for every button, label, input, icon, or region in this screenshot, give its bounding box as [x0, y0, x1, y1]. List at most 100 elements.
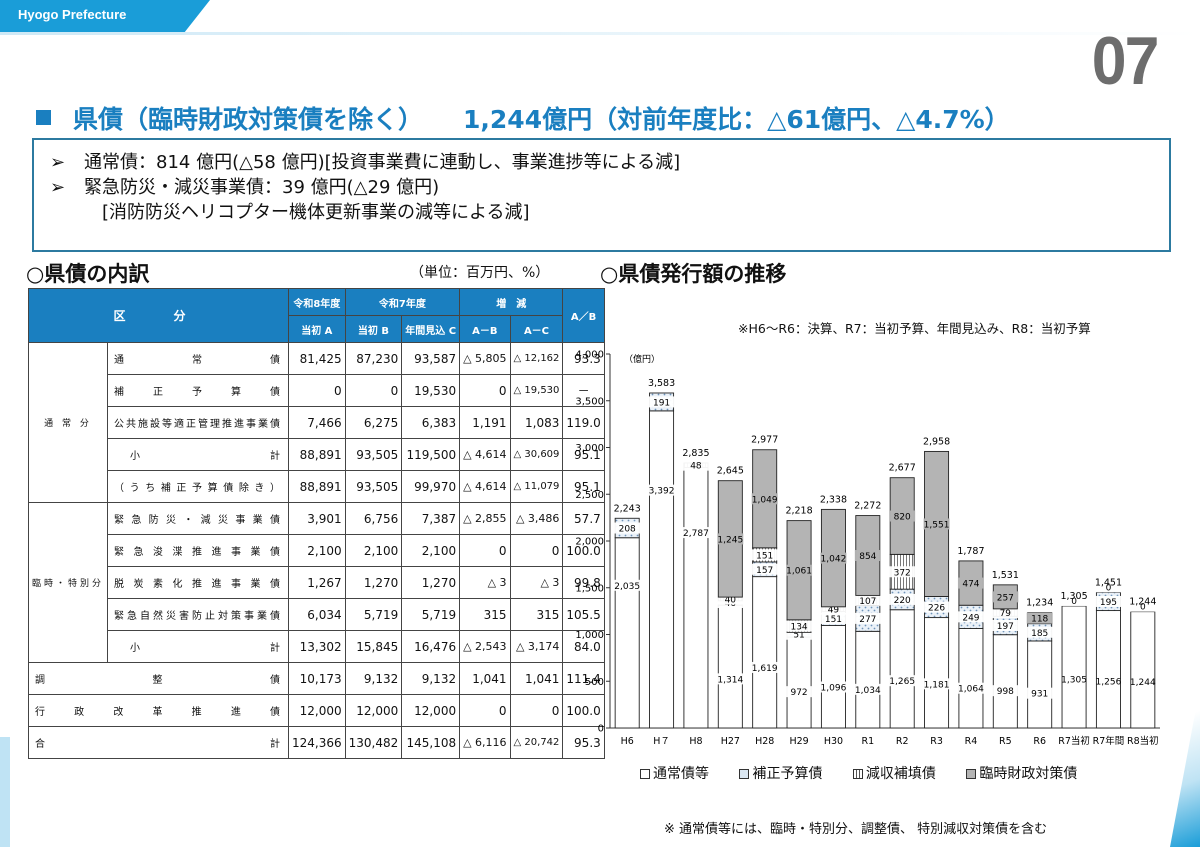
cell-ratio: 99.8 — [562, 566, 605, 599]
legend-swatch — [966, 769, 977, 779]
header-ratio: A／B — [562, 288, 605, 343]
summary-box: ➢ 通常債：814 億円(△58 億円)[投資事業費に連動し、事業進捗等による減]… — [32, 138, 1171, 252]
x-category-label: R8当初 — [1127, 735, 1159, 747]
row-item-label: 緊急浚渫推進事業債 — [107, 534, 290, 567]
table-row: 緊急自然災害防止対策事業債 6,034 5,719 5,719 315 315 105.5 — [29, 598, 605, 631]
breakdown-title: ○県債の内訳 — [26, 262, 150, 286]
segment-label-bg — [923, 518, 950, 530]
segment-label: 1,314 — [717, 675, 743, 685]
cell-b: 0 — [344, 374, 403, 407]
cell-ac: △ 19,530 — [509, 374, 564, 407]
segment-label-bg — [1129, 600, 1156, 612]
segment-label-bg — [854, 612, 881, 624]
summary-line-2: 緊急防災・減災事業債：39 億円(△29 億円) — [84, 177, 440, 198]
table-row: （うち補正予算債除き） 88,891 93,505 99,970 △ 4,614 △ 11… — [29, 470, 605, 503]
legend-item: 補正予算債 — [739, 763, 822, 783]
segment-label: 2,787 — [683, 529, 709, 539]
segment-label: 1,034 — [855, 686, 881, 696]
cell-a: 12,000 — [288, 694, 346, 727]
segment-label-bg — [820, 552, 847, 564]
cell-ab: △ 6,116 — [459, 726, 511, 759]
headline-amount: 1,244億円（対前年度比：△61億円、△4.7%） — [463, 105, 1010, 134]
bar-total-label: 1,451 — [1095, 577, 1122, 588]
segment-label-bg — [957, 611, 984, 623]
decorative-edge — [0, 737, 10, 847]
bar-segment — [958, 628, 984, 729]
segment-label: 1,619 — [752, 664, 778, 674]
y-tick-label: 1,000 — [575, 630, 604, 641]
segment-label: 197 — [997, 622, 1014, 632]
row-item-label: 公共施設等適正管理推進事業債 — [107, 406, 290, 439]
x-category-label: R7年間 — [1093, 735, 1125, 747]
arrow-bullet-icon: ➢ — [50, 177, 66, 198]
segment-label: 2,035 — [614, 582, 640, 592]
segment-label-bg — [682, 527, 709, 539]
cell-ac: △ 3,174 — [509, 630, 564, 663]
cell-ab: △ 3 — [459, 566, 511, 599]
segment-label: 1,049 — [752, 495, 778, 505]
segment-label-bg — [889, 593, 916, 605]
brand-banner: Hyogo Prefecture — [0, 0, 1200, 35]
cell-ac: △ 3 — [509, 566, 564, 599]
chart-footnote: ※ 通常債等には、臨時・特別分、調整債、 特別減収対策債を含む — [664, 822, 1048, 837]
breakdown-unit: （単位：百万円、%） — [410, 265, 550, 281]
legend-item: 臨時財政対策債 — [966, 763, 1077, 783]
cell-b: 87,230 — [344, 342, 403, 375]
segment-label-bg — [1095, 595, 1122, 607]
cell-ratio: 105.5 — [562, 598, 605, 631]
row-item-label: 緊急自然災害防止対策事業債 — [107, 598, 290, 631]
segment-label: 1,042 — [821, 555, 847, 565]
x-category-label: R1 — [861, 736, 874, 747]
table-row: 行政改革推進債 12,000 12,000 12,000 0 0 100.0 — [27, 694, 605, 727]
cell-c: 2,100 — [401, 534, 461, 567]
cell-a: 3,901 — [288, 502, 346, 535]
y-tick-label: 1,500 — [575, 583, 604, 594]
square-bullet-icon — [36, 110, 51, 125]
segment-label-bg — [992, 619, 1019, 631]
summary-line-1: 通常債：814 億円(△58 億円)[投資事業費に連動し、事業進捗等による減] — [84, 152, 681, 173]
cell-c: 93,587 — [401, 342, 461, 375]
cell-ab: 1,191 — [459, 406, 511, 439]
segment-label: 40 — [725, 595, 737, 605]
segment-label: 972 — [790, 688, 807, 698]
cell-ac: 0 — [509, 694, 564, 727]
legend-label: 通常債等 — [653, 766, 709, 782]
cell-a: 1,267 — [288, 566, 346, 599]
header-r8: 令和8年度 — [288, 288, 346, 316]
x-category-label: H28 — [755, 736, 774, 747]
cell-a: 7,466 — [288, 406, 346, 439]
bar-total-label: 2,958 — [923, 436, 950, 447]
table-row: 公共施設等適正管理推進事業債 7,466 6,275 6,383 1,191 1,083 1… — [29, 406, 605, 439]
bar-segment — [1130, 611, 1156, 729]
segment-label: 1,061 — [786, 567, 812, 577]
decorative-corner — [1170, 687, 1200, 847]
segment-label-bg — [854, 594, 881, 606]
cell-ac: △ 20,742 — [509, 726, 564, 759]
cell-a: 124,366 — [288, 726, 346, 759]
segment-label: 151 — [825, 615, 842, 625]
segment-label: 854 — [859, 552, 876, 562]
row-item-label: 合計 — [27, 726, 290, 759]
segment-label: 0 — [1071, 597, 1077, 607]
debt-breakdown-table: 区 分 令和8年度 令和7年度 増 減 A／B 当初 A 当初 B 年間見込 C… — [27, 288, 605, 759]
x-category-label: R4 — [965, 736, 978, 747]
bar-total-label: 2,272 — [854, 501, 881, 512]
segment-label: 226 — [928, 604, 945, 614]
bar-segment — [992, 634, 1018, 729]
segment-label-bg — [717, 593, 744, 605]
table-row: 緊急浚渫推進事業債 2,100 2,100 2,100 0 0 100.0 — [29, 534, 605, 567]
cell-ac: 1,041 — [509, 662, 564, 695]
segment-label-bg — [682, 459, 709, 471]
segment-label-bg — [923, 601, 950, 613]
row-item-label: 小計 — [107, 438, 290, 471]
segment-label: 998 — [997, 687, 1014, 697]
segment-label: 151 — [756, 551, 773, 561]
segment-label: 372 — [894, 568, 911, 578]
segment-label: 191 — [653, 398, 670, 408]
cell-ab: 0 — [459, 534, 511, 567]
cell-a: 6,034 — [288, 598, 346, 631]
segment-label: 195 — [1100, 598, 1117, 608]
cell-ac: 1,083 — [509, 406, 564, 439]
bar-segment — [649, 410, 675, 729]
page-headline: 県債（臨時財政対策債を除く） 1,244億円（対前年度比：△61億円、△4.7%） — [36, 100, 1010, 136]
